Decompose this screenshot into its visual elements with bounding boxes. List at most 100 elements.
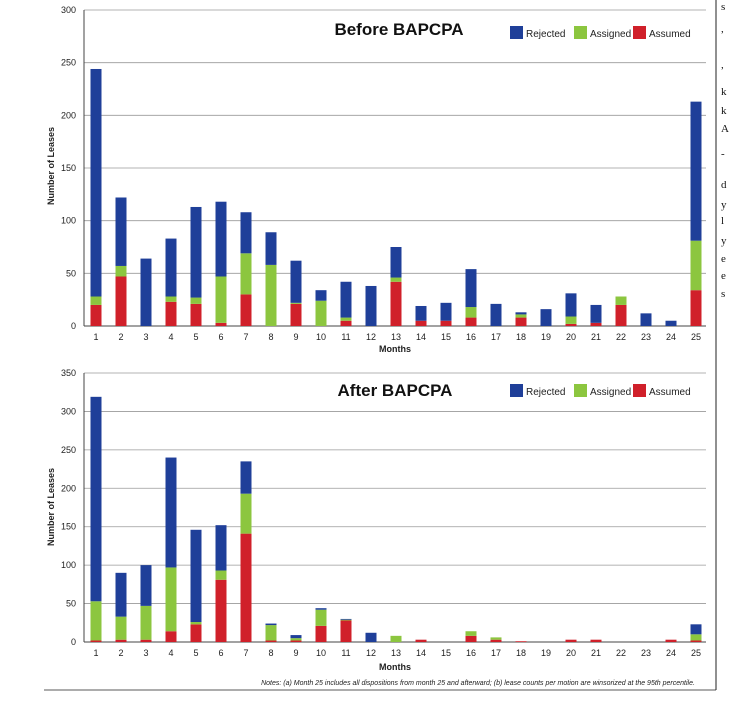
margin-fragment: e — [721, 253, 726, 265]
x-tick-label: 10 — [316, 332, 326, 342]
x-tick-label: 4 — [168, 332, 173, 342]
bar-segment-assigned — [265, 264, 277, 326]
legend-label-assigned: Assigned — [590, 29, 631, 40]
bar-segment-rejected — [540, 309, 552, 326]
bar-segment-assigned — [690, 240, 702, 291]
legend: Rejected Assigned Assumed — [510, 384, 691, 398]
legend-label-assumed: Assumed — [649, 29, 691, 40]
bar-segment-rejected — [365, 285, 377, 326]
x-tick-label: 25 — [691, 648, 701, 658]
bar-segment-assigned — [90, 601, 102, 641]
bar-segment-assumed — [240, 533, 252, 642]
bar-segment-assumed — [165, 301, 177, 326]
x-tick-label: 4 — [168, 648, 173, 658]
bar-segment-rejected — [515, 312, 527, 315]
x-tick-label: 8 — [268, 648, 273, 658]
legend-swatch-assigned — [574, 384, 587, 397]
x-tick-label: 2 — [118, 648, 123, 658]
x-tick-label: 18 — [516, 648, 526, 658]
bar-segment-assumed — [215, 322, 227, 326]
y-tick-label: 150 — [61, 163, 76, 173]
bar-segment-assigned — [690, 634, 702, 641]
bar-segment-assigned — [265, 625, 277, 641]
x-tick-label: 20 — [566, 648, 576, 658]
bar-segment-assumed — [515, 317, 527, 326]
x-tick-label: 12 — [366, 332, 376, 342]
bar-segment-assigned — [315, 609, 327, 626]
bar-segment-rejected — [590, 304, 602, 323]
bar-segment-assumed — [190, 303, 202, 326]
y-tick-label: 300 — [61, 5, 76, 15]
legend-swatch-rejected — [510, 26, 523, 39]
bar-segment-rejected — [240, 212, 252, 254]
bar-segment-assigned — [465, 307, 477, 318]
bar-segment-assigned — [215, 276, 227, 323]
bar-segment-rejected — [490, 303, 502, 326]
y-tick-label: 250 — [61, 58, 76, 68]
x-tick-label: 21 — [591, 332, 601, 342]
before-bapcpa-chart: Before BAPCPA Months Number of Leases 0 5… — [46, 5, 706, 354]
x-tick-label: 6 — [218, 648, 223, 658]
bar-segment-assigned — [215, 570, 227, 580]
margin-fragment: s — [721, 288, 725, 300]
bar-segment-rejected — [115, 197, 127, 266]
bar-segment-rejected — [265, 232, 277, 265]
margin-fragment: A — [721, 123, 729, 135]
bar-segment-assigned — [290, 638, 302, 641]
x-tick-label: 9 — [293, 648, 298, 658]
bar-segment-assigned — [190, 622, 202, 625]
x-tick-label: 6 — [218, 332, 223, 342]
bar-segment-assigned — [390, 277, 402, 282]
bar-segment-assumed — [340, 620, 352, 642]
bar-segment-assumed — [440, 320, 452, 326]
bar-segment-assigned — [165, 567, 177, 632]
bar-segment-rejected — [440, 302, 452, 321]
bar-segment-rejected — [215, 201, 227, 277]
bar-segment-rejected — [140, 258, 152, 326]
x-tick-label: 16 — [466, 648, 476, 658]
bar-segment-assumed — [340, 320, 352, 326]
bar-segment-rejected — [690, 101, 702, 241]
bar-segment-assigned — [515, 314, 527, 318]
x-axis-label: Months — [379, 662, 411, 672]
margin-fragment: k — [721, 86, 727, 98]
bar-segment-assigned — [315, 300, 327, 326]
bar-segment-assumed — [240, 294, 252, 326]
bar-segment-assigned — [615, 296, 627, 305]
bar-segment-assumed — [465, 317, 477, 326]
margin-fragment: , — [721, 23, 724, 35]
bar-segment-assumed — [615, 304, 627, 326]
bar-segment-rejected — [265, 623, 277, 626]
bar-segment-rejected — [365, 632, 377, 642]
y-axis-label: Number of Leases — [46, 127, 56, 205]
legend-swatch-assumed — [633, 384, 646, 397]
margin-fragment: l — [721, 215, 724, 227]
bar-segment-assigned — [490, 637, 502, 640]
x-tick-label: 17 — [491, 648, 501, 658]
bar-segment-rejected — [140, 565, 152, 606]
legend: Rejected Assigned Assumed — [510, 26, 691, 40]
margin-fragment: , — [721, 59, 724, 71]
x-tick-label: 5 — [193, 648, 198, 658]
x-tick-label: 13 — [391, 648, 401, 658]
bar-segment-rejected — [90, 68, 102, 297]
x-tick-label: 14 — [416, 648, 426, 658]
bar-segment-rejected — [240, 461, 252, 494]
bar-segment-assumed — [590, 322, 602, 326]
bar-segment-assumed — [415, 320, 427, 326]
x-tick-label: 2 — [118, 332, 123, 342]
y-tick-label: 350 — [61, 368, 76, 378]
bar-segment-rejected — [165, 238, 177, 297]
bar-segment-assumed — [265, 640, 277, 642]
bar-segment-assigned — [465, 631, 477, 636]
bar-segment-rejected — [315, 608, 327, 610]
x-tick-label: 14 — [416, 332, 426, 342]
x-tick-label: 9 — [293, 332, 298, 342]
legend-label-assigned: Assigned — [590, 387, 631, 398]
x-tick-label: 3 — [143, 332, 148, 342]
bar-segment-assumed — [90, 640, 102, 642]
y-tick-label: 50 — [66, 599, 76, 609]
footnote: Notes: (a) Month 25 includes all disposi… — [261, 680, 695, 687]
bar-segment-rejected — [340, 281, 352, 318]
